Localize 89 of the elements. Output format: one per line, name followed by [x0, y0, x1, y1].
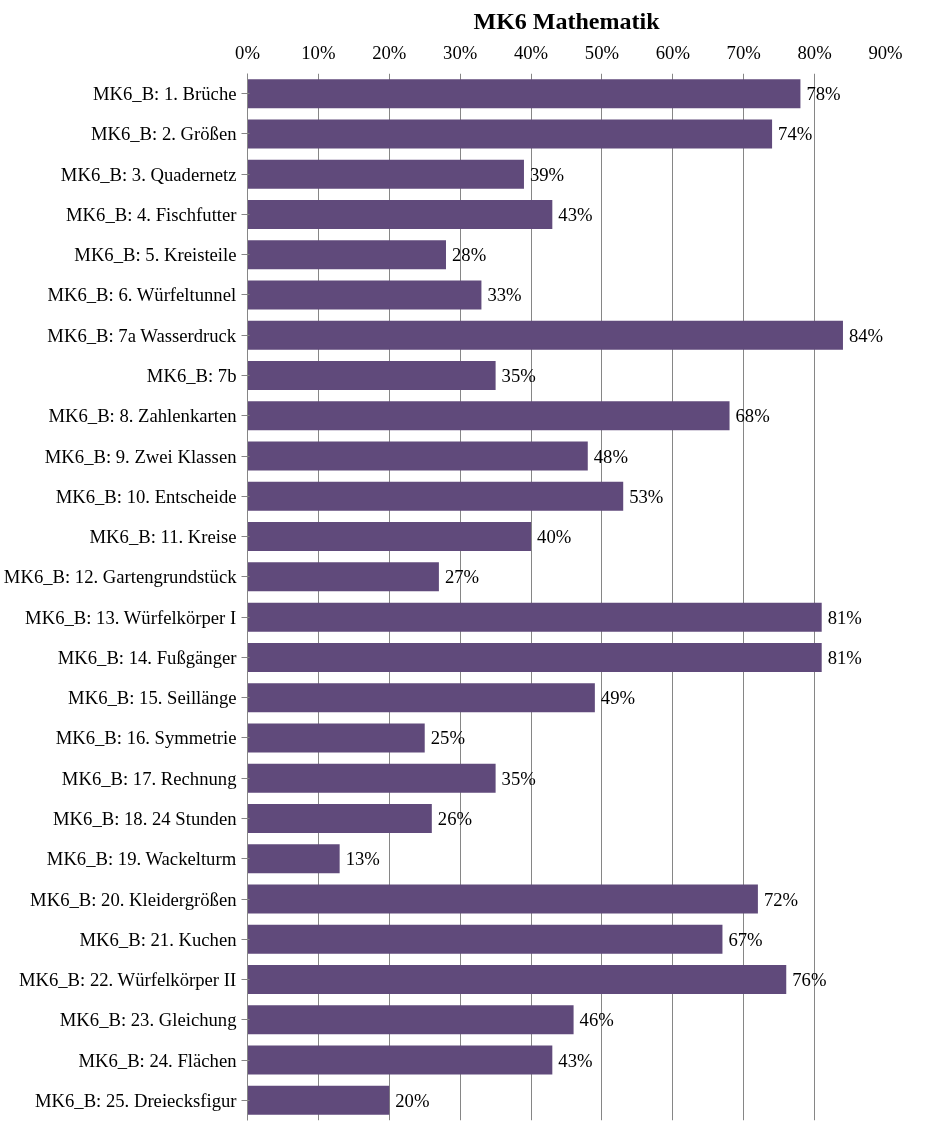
y-tick-label: MK6_B: 6. Würfeltunnel	[47, 284, 237, 306]
data-label: 35%	[501, 365, 536, 387]
data-label: 74%	[778, 123, 813, 145]
data-label: 81%	[827, 646, 862, 668]
y-tick-label: MK6_B: 1. Brüche	[92, 83, 237, 105]
data-label: 20%	[395, 1089, 430, 1111]
bar	[247, 723, 425, 753]
bar	[247, 441, 588, 471]
data-label: 43%	[558, 203, 593, 225]
data-label: 39%	[529, 163, 565, 185]
y-tick-label: MK6_B: 22. Würfelkörper II	[18, 969, 237, 991]
y-tick-label: MK6_B: 23. Gleichung	[59, 1009, 237, 1031]
bar	[247, 159, 524, 189]
y-tick-label: MK6_B: 14. Fußgänger	[57, 646, 238, 668]
data-label: 25%	[430, 727, 465, 749]
bar	[247, 803, 432, 833]
y-tick-label: MK6_B: 25. Dreiecksfigur	[34, 1089, 238, 1111]
x-tick-label: 80%	[797, 41, 832, 63]
y-tick-label: MK6_B: 24. Flächen	[78, 1049, 238, 1071]
y-tick-label: MK6_B: 11. Kreise	[89, 526, 237, 548]
data-label: 27%	[444, 566, 480, 588]
data-label: 68%	[735, 405, 770, 427]
data-label: 13%	[345, 848, 380, 870]
data-label: 33%	[487, 284, 522, 306]
bar	[247, 562, 439, 592]
bar	[247, 481, 624, 511]
x-tick-label: 20%	[372, 41, 407, 63]
y-tick-label: MK6_B: 21. Kuchen	[79, 928, 238, 950]
x-tick-label: 10%	[301, 41, 336, 63]
y-tick-label: MK6_B: 17. Rechnung	[61, 767, 237, 789]
bar	[247, 522, 532, 552]
bar	[247, 642, 822, 672]
bar	[247, 924, 723, 954]
y-tick-label: MK6_B: 9. Zwei Klassen	[44, 445, 238, 467]
bar	[247, 1045, 553, 1075]
bar	[247, 320, 843, 350]
bar	[247, 1085, 390, 1115]
y-tick-label: MK6_B: 7a Wasserdruck	[47, 324, 237, 346]
data-label: 43%	[558, 1049, 593, 1071]
data-label: 28%	[451, 244, 487, 266]
data-label: 72%	[763, 888, 799, 910]
y-tick-label: MK6_B: 4. Fischfutter	[66, 203, 238, 225]
data-label: 40%	[537, 526, 572, 548]
y-tick-label: MK6_B: 18. 24 Stunden	[53, 807, 238, 829]
bar	[247, 884, 758, 914]
x-tick-label: 30%	[443, 41, 478, 63]
bar	[247, 361, 496, 391]
y-tick-label: MK6_B: 7b	[146, 365, 237, 387]
y-tick-label: MK6_B: 19. Wackelturm	[46, 848, 237, 870]
x-tick-label: 50%	[584, 41, 620, 63]
bar	[247, 119, 773, 149]
x-tick-label: 0%	[235, 41, 260, 63]
y-tick-label: MK6_B: 15. Seillänge	[68, 687, 237, 709]
x-tick-label: 70%	[726, 41, 761, 63]
bar	[247, 965, 787, 995]
y-tick-label: MK6_B: 20. Kleidergrößen	[30, 888, 238, 910]
x-tick-label: 90%	[868, 41, 903, 63]
x-tick-label: 60%	[655, 41, 690, 63]
y-tick-label: MK6_B: 12. Gartengrundstück	[3, 566, 238, 588]
x-tick-label: 40%	[513, 41, 549, 63]
data-label: 67%	[728, 928, 763, 950]
y-tick-label: MK6_B: 16. Symmetrie	[55, 727, 237, 749]
bar	[247, 240, 446, 270]
bar	[247, 401, 730, 431]
data-label: 78%	[806, 83, 841, 105]
chart-title: MK6 Mathematik	[473, 7, 661, 34]
bar	[247, 1005, 574, 1035]
bar	[247, 683, 595, 713]
data-label: 46%	[579, 1009, 614, 1031]
y-tick-label: MK6_B: 3. Quadernetz	[60, 163, 237, 185]
bar	[247, 602, 822, 632]
data-label: 48%	[593, 445, 628, 467]
data-label: 26%	[437, 807, 473, 829]
y-tick-label: MK6_B: 5. Kreisteile	[74, 244, 237, 266]
bar	[247, 763, 496, 793]
data-label: 49%	[600, 687, 636, 709]
data-label: 35%	[501, 767, 536, 789]
bar	[247, 844, 340, 874]
bar	[247, 199, 553, 229]
bar	[247, 280, 482, 310]
data-label: 84%	[848, 324, 884, 346]
y-tick-label: MK6_B: 13. Würfelkörper I	[25, 606, 237, 628]
y-tick-label: MK6_B: 10. Entscheide	[55, 485, 237, 507]
data-label: 81%	[827, 606, 862, 628]
data-label: 76%	[792, 969, 827, 991]
bar	[247, 79, 801, 109]
y-tick-label: MK6_B: 8. Zahlenkarten	[48, 405, 238, 427]
y-tick-label: MK6_B: 2. Größen	[90, 123, 238, 145]
data-label: 53%	[629, 485, 664, 507]
